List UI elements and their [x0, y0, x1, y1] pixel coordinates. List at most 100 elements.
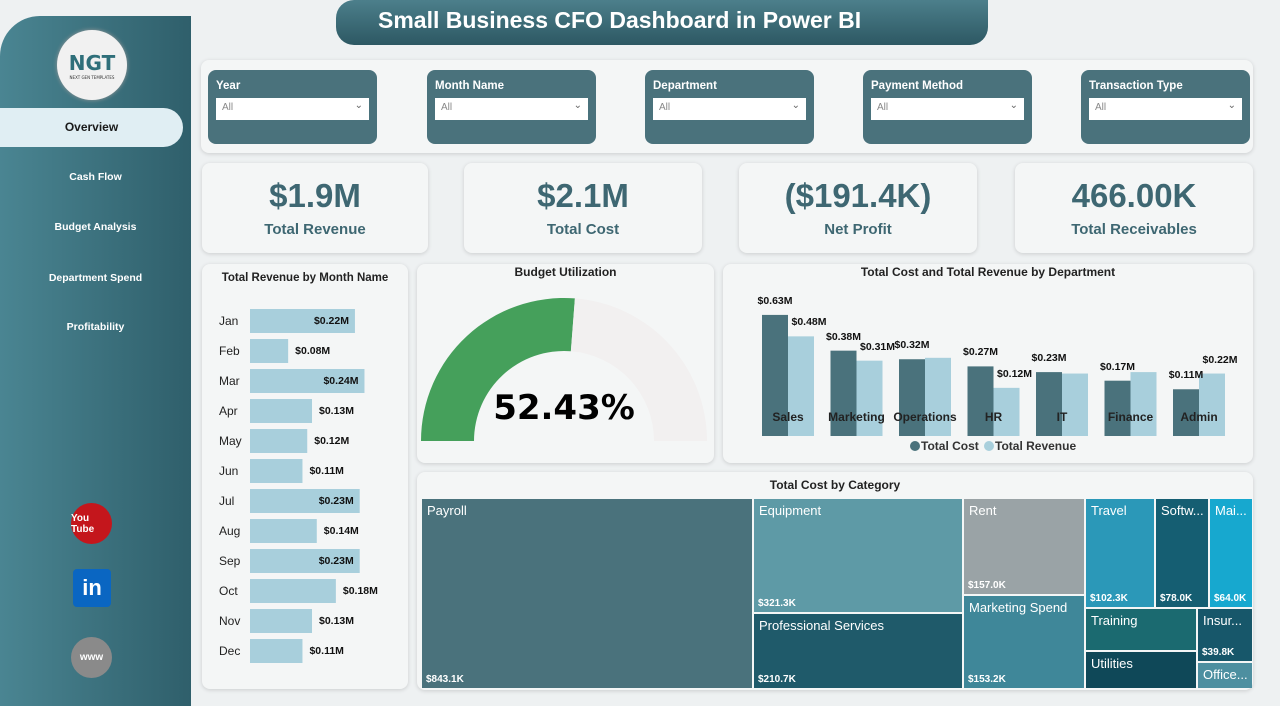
category-value: $78.0K	[1160, 593, 1193, 604]
chevron-down-icon: ⌄	[1227, 100, 1236, 111]
kpi-value: $2.1M	[537, 177, 629, 214]
data-label: $0.48M	[791, 316, 827, 329]
bar-total-revenue	[788, 336, 814, 436]
nav-overview[interactable]: Overview	[0, 108, 183, 147]
chart-title: Total Revenue by Month Name	[221, 272, 389, 284]
category-name: Payroll	[427, 503, 467, 518]
axis-label: HR	[984, 410, 1003, 424]
nav-cash-flow[interactable]: Cash Flow	[69, 171, 122, 183]
bar	[250, 459, 303, 483]
treemap-cell[interactable]: Marketing Spend $153.2K	[964, 596, 1084, 688]
logo: NGT NEXT GEN TEMPLATES	[57, 30, 127, 100]
slicer-value: All	[222, 102, 234, 113]
slicer-transaction-type: Transaction Type All ⌄	[1081, 70, 1250, 144]
gauge-track	[570, 298, 707, 441]
chevron-down-icon: ⌄	[791, 100, 800, 111]
slicer-payment-method: Payment Method All ⌄	[863, 70, 1032, 144]
axis-label: Marketing	[828, 410, 885, 424]
bar	[250, 639, 303, 663]
treemap-cell[interactable]: Training	[1086, 609, 1196, 650]
chevron-down-icon: ⌄	[1009, 100, 1018, 111]
category-name: Training	[1091, 613, 1138, 628]
bar-total-revenue	[925, 357, 951, 436]
data-label: $0.13M	[319, 405, 355, 417]
axis-label: Feb	[219, 344, 240, 358]
category-value: $153.2K	[968, 674, 1006, 685]
bar	[250, 609, 313, 633]
youtube-icon[interactable]: You Tube	[71, 503, 112, 544]
nav-profitability[interactable]: Profitability	[66, 321, 125, 333]
category-value: $210.7K	[758, 674, 796, 685]
treemap-cell[interactable]: Payroll $843.1K	[422, 499, 752, 688]
data-label: $0.24M	[323, 375, 359, 387]
bar-total-revenue	[1130, 372, 1157, 436]
data-label: $0.23M	[318, 555, 354, 567]
category-name: Equipment	[759, 503, 822, 518]
axis-label: 52.43%	[493, 388, 635, 428]
category-name: Mai...	[1215, 503, 1247, 518]
treemap-cell[interactable]: Travel $102.3K	[1086, 499, 1154, 607]
data-label: $0.22M	[1202, 353, 1238, 366]
slicer-value: All	[441, 102, 453, 113]
bar-total-cost	[899, 359, 925, 436]
treemap-cell[interactable]: Office...	[1198, 663, 1252, 688]
axis-label: Sales	[772, 410, 804, 424]
category-name: Travel	[1091, 503, 1127, 518]
bar-total-revenue	[856, 360, 883, 436]
globe-icon[interactable]: www	[71, 637, 112, 678]
slicer-department: Department All ⌄	[645, 70, 814, 144]
axis-label: Nov	[219, 614, 241, 628]
gauge-fill	[421, 298, 575, 441]
bar	[250, 309, 355, 333]
category-value: $39.8K	[1202, 647, 1235, 658]
treemap-cell[interactable]: Professional Services $210.7K	[754, 614, 962, 688]
treemap-cell[interactable]: Rent $157.0K	[964, 499, 1084, 594]
category-value: $157.0K	[968, 580, 1006, 591]
axis-label: Sep	[219, 554, 241, 568]
nav-department-spend[interactable]: Department Spend	[48, 272, 143, 284]
category-value: $321.3K	[758, 598, 796, 609]
kpi-label: Total Cost	[546, 221, 620, 238]
data-label: $0.11M	[309, 645, 344, 657]
category-value: $102.3K	[1090, 593, 1128, 604]
category-name: Rent	[969, 503, 997, 518]
chevron-down-icon: ⌄	[354, 100, 363, 111]
nav-budget-analysis[interactable]: Budget Analysis	[54, 221, 137, 233]
axis-label: Admin	[1180, 410, 1218, 424]
bar	[250, 489, 360, 513]
bar-total-cost	[762, 314, 788, 436]
chart-title: Total Cost and Total Revenue by Departme…	[860, 265, 1116, 279]
slicer-dropdown[interactable]: All ⌄	[653, 98, 806, 120]
category-name: Marketing Spend	[969, 600, 1068, 615]
chevron-down-icon: ⌄	[573, 100, 582, 111]
kpi-value: ($191.4K)	[784, 177, 932, 214]
slicer-label: Department	[653, 80, 717, 92]
bar-total-revenue	[993, 387, 1020, 436]
treemap-cell[interactable]: Utilities	[1086, 652, 1196, 688]
treemap-cell[interactable]: Softw... $78.0K	[1156, 499, 1208, 607]
linkedin-icon[interactable]: in	[73, 569, 111, 607]
slicer-dropdown[interactable]: All ⌄	[435, 98, 588, 120]
slicer-label: Payment Method	[871, 80, 964, 92]
slicer-value: All	[1095, 102, 1107, 113]
kpi-card: ($191.4K) Net Profit	[739, 163, 977, 253]
slicer-dropdown[interactable]: All ⌄	[871, 98, 1024, 120]
category-value: $843.1K	[426, 674, 464, 685]
category-name: Professional Services	[759, 618, 884, 633]
data-label: $0.23M	[1031, 352, 1067, 365]
treemap-cell[interactable]: Mai... $64.0K	[1210, 499, 1252, 607]
treemap-cell[interactable]: Equipment $321.3K	[754, 499, 962, 612]
kpi-value: 466.00K	[1071, 177, 1197, 214]
slicer-dropdown[interactable]: All ⌄	[216, 98, 369, 120]
slicer-dropdown[interactable]: All ⌄	[1089, 98, 1242, 120]
data-label: $0.12M	[314, 435, 350, 447]
bar-total-revenue	[1199, 373, 1225, 436]
bar	[250, 549, 360, 573]
category-name: Utilities	[1091, 656, 1133, 671]
axis-label: Total Cost	[921, 439, 979, 453]
axis-label: May	[219, 434, 242, 448]
treemap-cell[interactable]: Insur... $39.8K	[1198, 609, 1252, 661]
data-label: $0.31M	[859, 340, 896, 353]
bar	[250, 579, 336, 603]
